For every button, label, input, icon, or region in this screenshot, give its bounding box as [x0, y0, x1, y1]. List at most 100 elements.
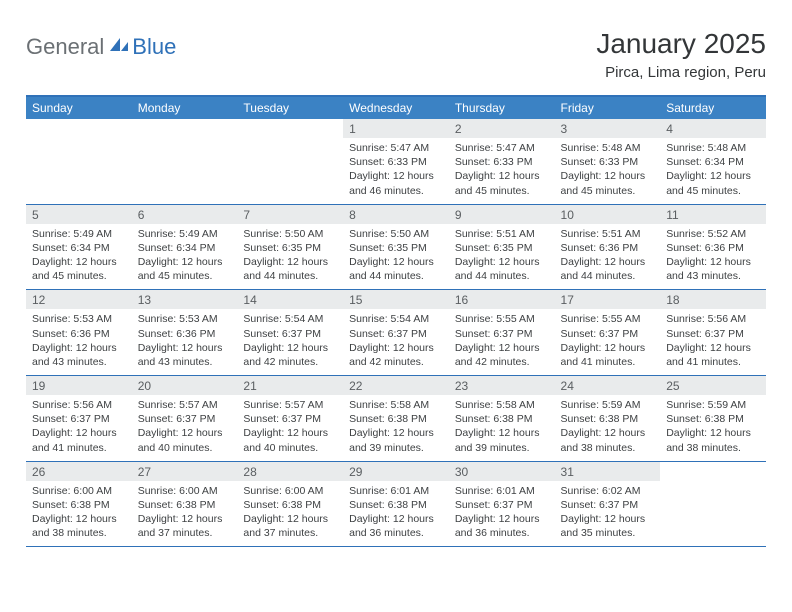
day-number-cell: 29 [343, 461, 449, 481]
day-detail-cell: Sunrise: 5:51 AMSunset: 6:36 PMDaylight:… [555, 224, 661, 290]
day-number-cell: 24 [555, 376, 661, 396]
daylight-line: Daylight: 12 hours and 45 minutes. [666, 169, 760, 197]
day-detail-row: Sunrise: 6:00 AMSunset: 6:38 PMDaylight:… [26, 481, 766, 547]
sunset-line: Sunset: 6:37 PM [666, 327, 760, 341]
title-block: January 2025 Pirca, Lima region, Peru [596, 28, 766, 81]
sunset-line: Sunset: 6:38 PM [32, 498, 126, 512]
sunrise-line: Sunrise: 6:01 AM [455, 484, 549, 498]
sunrise-line: Sunrise: 5:49 AM [32, 227, 126, 241]
day-detail-cell: Sunrise: 6:00 AMSunset: 6:38 PMDaylight:… [132, 481, 238, 547]
sunrise-line: Sunrise: 5:51 AM [561, 227, 655, 241]
day-number-cell: 11 [660, 204, 766, 224]
sunrise-line: Sunrise: 5:56 AM [666, 312, 760, 326]
day-detail-cell: Sunrise: 5:57 AMSunset: 6:37 PMDaylight:… [237, 395, 343, 461]
daylight-line: Daylight: 12 hours and 41 minutes. [561, 341, 655, 369]
day-number-cell: 28 [237, 461, 343, 481]
sunrise-line: Sunrise: 5:47 AM [455, 141, 549, 155]
daylight-line: Daylight: 12 hours and 45 minutes. [561, 169, 655, 197]
sunrise-line: Sunrise: 5:58 AM [349, 398, 443, 412]
sunrise-line: Sunrise: 5:49 AM [138, 227, 232, 241]
day-detail-cell: Sunrise: 5:59 AMSunset: 6:38 PMDaylight:… [555, 395, 661, 461]
sunset-line: Sunset: 6:34 PM [666, 155, 760, 169]
sunset-line: Sunset: 6:37 PM [32, 412, 126, 426]
day-number-cell: 17 [555, 290, 661, 310]
sunset-line: Sunset: 6:37 PM [561, 498, 655, 512]
day-number-cell: 25 [660, 376, 766, 396]
logo-sail-icon [108, 36, 130, 59]
sunrise-line: Sunrise: 6:02 AM [561, 484, 655, 498]
day-header: Thursday [449, 96, 555, 119]
calendar-page: General Blue January 2025 Pirca, Lima re… [0, 0, 792, 567]
sunset-line: Sunset: 6:38 PM [561, 412, 655, 426]
sunrise-line: Sunrise: 5:52 AM [666, 227, 760, 241]
daylight-line: Daylight: 12 hours and 44 minutes. [561, 255, 655, 283]
sunset-line: Sunset: 6:36 PM [32, 327, 126, 341]
sunrise-line: Sunrise: 5:55 AM [455, 312, 549, 326]
location: Pirca, Lima region, Peru [596, 64, 766, 81]
sunset-line: Sunset: 6:33 PM [349, 155, 443, 169]
day-detail-cell: Sunrise: 6:00 AMSunset: 6:38 PMDaylight:… [237, 481, 343, 547]
daylight-line: Daylight: 12 hours and 40 minutes. [243, 426, 337, 454]
daylight-line: Daylight: 12 hours and 39 minutes. [349, 426, 443, 454]
sunrise-line: Sunrise: 5:50 AM [349, 227, 443, 241]
day-number-cell: 18 [660, 290, 766, 310]
sunset-line: Sunset: 6:37 PM [243, 412, 337, 426]
sunrise-line: Sunrise: 5:51 AM [455, 227, 549, 241]
header: General Blue January 2025 Pirca, Lima re… [26, 28, 766, 81]
daylight-line: Daylight: 12 hours and 35 minutes. [561, 512, 655, 540]
daylight-line: Daylight: 12 hours and 36 minutes. [455, 512, 549, 540]
day-detail-cell: Sunrise: 5:57 AMSunset: 6:37 PMDaylight:… [132, 395, 238, 461]
sunset-line: Sunset: 6:38 PM [243, 498, 337, 512]
day-detail-cell: Sunrise: 5:54 AMSunset: 6:37 PMDaylight:… [343, 309, 449, 375]
sunset-line: Sunset: 6:35 PM [243, 241, 337, 255]
day-number-cell: 1 [343, 119, 449, 138]
day-number-cell: 3 [555, 119, 661, 138]
daylight-line: Daylight: 12 hours and 43 minutes. [138, 341, 232, 369]
day-detail-cell [26, 138, 132, 204]
day-number-cell: 5 [26, 204, 132, 224]
daylight-line: Daylight: 12 hours and 43 minutes. [32, 341, 126, 369]
day-detail-row: Sunrise: 5:56 AMSunset: 6:37 PMDaylight:… [26, 395, 766, 461]
sunrise-line: Sunrise: 5:53 AM [138, 312, 232, 326]
daylight-line: Daylight: 12 hours and 38 minutes. [561, 426, 655, 454]
day-detail-cell: Sunrise: 5:53 AMSunset: 6:36 PMDaylight:… [26, 309, 132, 375]
sunset-line: Sunset: 6:38 PM [138, 498, 232, 512]
sunset-line: Sunset: 6:34 PM [32, 241, 126, 255]
day-number-cell [237, 119, 343, 138]
daylight-line: Daylight: 12 hours and 41 minutes. [32, 426, 126, 454]
day-detail-cell: Sunrise: 5:55 AMSunset: 6:37 PMDaylight:… [449, 309, 555, 375]
day-header: Friday [555, 96, 661, 119]
day-number-cell: 23 [449, 376, 555, 396]
daylight-line: Daylight: 12 hours and 38 minutes. [32, 512, 126, 540]
sunset-line: Sunset: 6:38 PM [666, 412, 760, 426]
sunrise-line: Sunrise: 5:59 AM [666, 398, 760, 412]
daylight-line: Daylight: 12 hours and 44 minutes. [455, 255, 549, 283]
day-detail-cell: Sunrise: 5:48 AMSunset: 6:34 PMDaylight:… [660, 138, 766, 204]
day-detail-cell: Sunrise: 6:01 AMSunset: 6:38 PMDaylight:… [343, 481, 449, 547]
day-detail-cell: Sunrise: 5:49 AMSunset: 6:34 PMDaylight:… [26, 224, 132, 290]
day-detail-cell: Sunrise: 5:56 AMSunset: 6:37 PMDaylight:… [660, 309, 766, 375]
day-number-cell: 30 [449, 461, 555, 481]
calendar-body: 1234Sunrise: 5:47 AMSunset: 6:33 PMDayli… [26, 119, 766, 547]
day-detail-cell: Sunrise: 5:55 AMSunset: 6:37 PMDaylight:… [555, 309, 661, 375]
page-title: January 2025 [596, 28, 766, 60]
day-detail-cell: Sunrise: 5:49 AMSunset: 6:34 PMDaylight:… [132, 224, 238, 290]
daylight-line: Daylight: 12 hours and 37 minutes. [243, 512, 337, 540]
sunset-line: Sunset: 6:35 PM [455, 241, 549, 255]
sunrise-line: Sunrise: 5:53 AM [32, 312, 126, 326]
daylight-line: Daylight: 12 hours and 42 minutes. [243, 341, 337, 369]
day-number-cell: 16 [449, 290, 555, 310]
day-number-cell [132, 119, 238, 138]
day-detail-row: Sunrise: 5:47 AMSunset: 6:33 PMDaylight:… [26, 138, 766, 204]
sunset-line: Sunset: 6:33 PM [455, 155, 549, 169]
day-number-row: 19202122232425 [26, 376, 766, 396]
sunset-line: Sunset: 6:38 PM [455, 412, 549, 426]
day-number-cell: 2 [449, 119, 555, 138]
day-header: Wednesday [343, 96, 449, 119]
sunset-line: Sunset: 6:37 PM [561, 327, 655, 341]
sunset-line: Sunset: 6:36 PM [138, 327, 232, 341]
sunset-line: Sunset: 6:37 PM [455, 327, 549, 341]
daylight-line: Daylight: 12 hours and 36 minutes. [349, 512, 443, 540]
day-detail-cell: Sunrise: 5:54 AMSunset: 6:37 PMDaylight:… [237, 309, 343, 375]
day-number-cell: 4 [660, 119, 766, 138]
